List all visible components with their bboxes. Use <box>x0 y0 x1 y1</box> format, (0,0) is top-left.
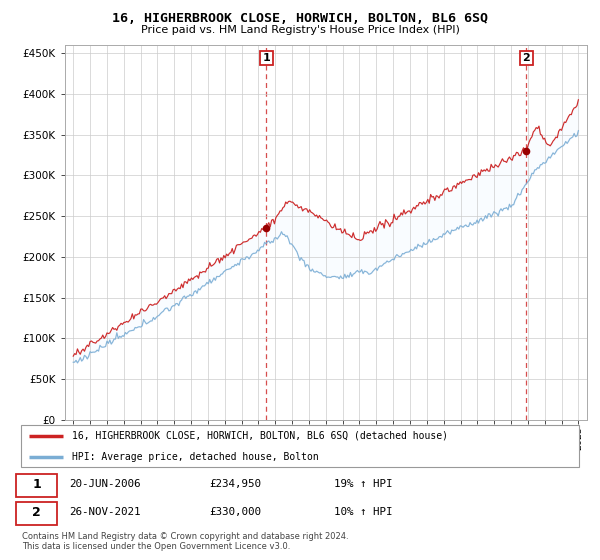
Text: 16, HIGHERBROOK CLOSE, HORWICH, BOLTON, BL6 6SQ: 16, HIGHERBROOK CLOSE, HORWICH, BOLTON, … <box>112 12 488 25</box>
Text: £330,000: £330,000 <box>209 507 261 517</box>
Text: Price paid vs. HM Land Registry's House Price Index (HPI): Price paid vs. HM Land Registry's House … <box>140 25 460 35</box>
Text: 1: 1 <box>32 478 41 491</box>
Text: 19% ↑ HPI: 19% ↑ HPI <box>334 479 393 489</box>
Text: 2: 2 <box>32 506 41 519</box>
Text: Contains HM Land Registry data © Crown copyright and database right 2024.
This d: Contains HM Land Registry data © Crown c… <box>22 531 349 551</box>
Text: 1: 1 <box>262 53 270 63</box>
FancyBboxPatch shape <box>16 474 57 497</box>
FancyBboxPatch shape <box>16 502 57 525</box>
Text: 16, HIGHERBROOK CLOSE, HORWICH, BOLTON, BL6 6SQ (detached house): 16, HIGHERBROOK CLOSE, HORWICH, BOLTON, … <box>72 431 448 441</box>
Text: HPI: Average price, detached house, Bolton: HPI: Average price, detached house, Bolt… <box>72 452 319 462</box>
FancyBboxPatch shape <box>20 425 580 468</box>
Text: 10% ↑ HPI: 10% ↑ HPI <box>334 507 393 517</box>
Text: £234,950: £234,950 <box>209 479 261 489</box>
Text: 26-NOV-2021: 26-NOV-2021 <box>69 507 140 517</box>
Text: 2: 2 <box>523 53 530 63</box>
Text: 20-JUN-2006: 20-JUN-2006 <box>69 479 140 489</box>
